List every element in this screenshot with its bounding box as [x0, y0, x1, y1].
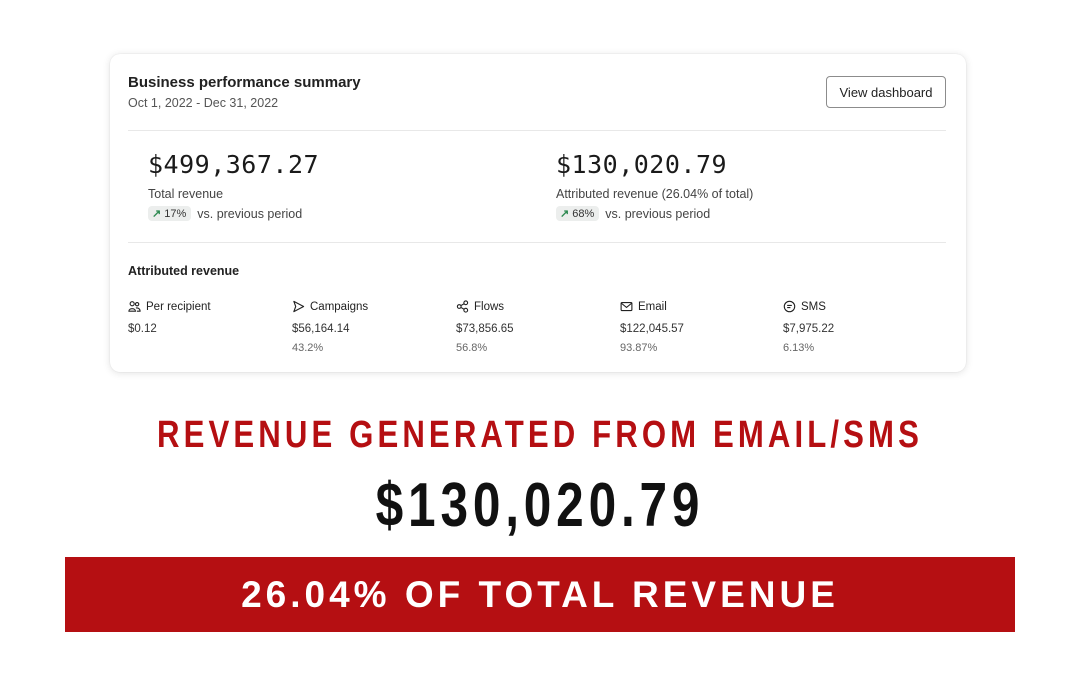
attributed-revenue-change: ↗ 68% vs. previous period: [556, 206, 753, 221]
sms-icon: [783, 300, 796, 313]
column-percent: 43.2%: [292, 342, 324, 354]
column-value: $7,975.22: [783, 323, 835, 335]
view-dashboard-button[interactable]: View dashboard: [826, 76, 946, 108]
promo-headline: REVENUE GENERATED FROM EMAIL/SMS: [157, 414, 923, 456]
column-value: $73,856.65: [456, 323, 514, 335]
attributed-revenue-metric: $130,020.79 Attributed revenue (26.04% o…: [556, 150, 753, 221]
change-percent: 17%: [164, 207, 187, 220]
card-title: Business performance summary: [128, 74, 361, 91]
column-label: Flows: [474, 300, 505, 313]
performance-summary-card: Business performance summary Oct 1, 2022…: [110, 54, 966, 372]
attributed-revenue-value: $130,020.79: [556, 150, 728, 179]
mail-icon: [620, 302, 633, 312]
attributed-revenue-label: Attributed revenue (26.04% of total): [556, 187, 754, 201]
change-suffix: vs. previous period: [605, 206, 711, 221]
column-label: SMS: [801, 300, 826, 313]
column-label: Campaigns: [310, 300, 369, 313]
column-percent: 6.13%: [783, 342, 815, 354]
divider: [128, 242, 946, 243]
column-per-recipient: Per recipient $0.12: [128, 300, 211, 336]
total-revenue-value: $499,367.27: [148, 150, 320, 179]
change-percent: 68%: [572, 207, 595, 220]
trend-up-icon: ↗: [560, 208, 570, 220]
total-revenue-change: ↗ 17% vs. previous period: [148, 206, 319, 221]
column-value: $122,045.57: [620, 323, 684, 335]
divider: [128, 130, 946, 131]
change-badge: ↗ 17%: [148, 206, 192, 221]
change-suffix: vs. previous period: [197, 206, 303, 221]
total-revenue-label: Total revenue: [148, 187, 224, 201]
attributed-section-title: Attributed revenue: [128, 264, 240, 278]
column-value: $0.12: [128, 323, 157, 335]
column-label: Per recipient: [146, 300, 211, 313]
column-sms: SMS $7,975.22 6.13%: [783, 300, 835, 355]
column-value: $56,164.14: [292, 323, 350, 335]
date-range: Oct 1, 2022 - Dec 31, 2022: [128, 96, 279, 110]
column-label: Email: [638, 300, 667, 313]
column-email: Email $122,045.57 93.87%: [620, 300, 684, 355]
promo-banner-text: 26.04% OF TOTAL REVENUE: [241, 573, 839, 615]
column-campaigns: Campaigns $56,164.14 43.2%: [292, 300, 369, 355]
change-badge: ↗ 68%: [556, 206, 600, 221]
send-icon: [293, 300, 305, 313]
people-icon: [128, 301, 141, 312]
total-revenue-metric: $499,367.27 Total revenue ↗ 17% vs. prev…: [148, 150, 319, 221]
promo-banner: 26.04% OF TOTAL REVENUE: [65, 557, 1015, 632]
flow-icon: [456, 300, 469, 313]
column-percent: 56.8%: [456, 342, 488, 354]
column-flows: Flows $73,856.65 56.8%: [456, 300, 514, 354]
column-percent: 93.87%: [620, 342, 658, 354]
promo-amount: $130,020.79: [375, 471, 705, 540]
trend-up-icon: ↗: [152, 208, 162, 220]
